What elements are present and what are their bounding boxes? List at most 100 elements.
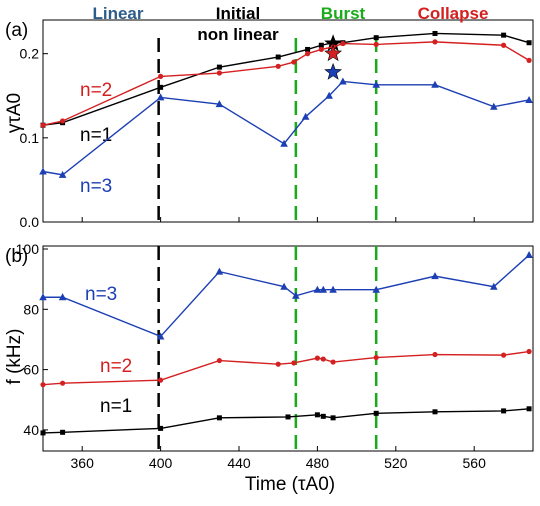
data-point-n=2 [40, 382, 46, 388]
series-line-n=1 [42, 408, 530, 434]
data-point-n=1 [501, 408, 507, 414]
data-point-n=1 [216, 415, 222, 421]
data-point-n=3 [58, 293, 67, 301]
data-point-n=2 [318, 46, 324, 53]
data-point-n=2 [275, 63, 281, 69]
x-tick-label: 360 [71, 455, 95, 471]
data-point-n=2 [373, 41, 379, 48]
data-point-n=3 [372, 80, 380, 88]
data-point-n=2 [432, 39, 438, 45]
data-point-n=2 [60, 380, 66, 386]
data-point-n=1 [60, 429, 66, 435]
data-point-n=2 [60, 118, 66, 124]
data-point-n=2 [330, 359, 336, 365]
data-point-n=2 [340, 40, 346, 47]
x-tick-label: 480 [306, 455, 330, 471]
series-label-n=2: n=2 [100, 356, 132, 377]
data-point-n=1 [501, 32, 507, 38]
y-tick-label: 60 [23, 362, 39, 378]
panel-b-frequency: (b) 40 60 80 100 360 400 440 480 520 560 f (kHz) Tim… [4, 241, 534, 495]
series-label-n=3: n=3 [80, 176, 112, 197]
x-axis-label: Time (τA0) [245, 474, 335, 495]
phase-label-linear: Linear [92, 4, 143, 23]
data-point-n=1 [40, 430, 46, 436]
data-point-n=1 [320, 413, 326, 419]
data-point-n=2 [275, 361, 281, 367]
data-point-n=3 [525, 251, 533, 259]
data-point-n=1 [216, 64, 222, 70]
data-point-n=1 [318, 42, 324, 48]
data-point-n=3 [39, 293, 47, 301]
y-tick-label: 0.0 [20, 214, 40, 230]
data-point-n=1 [526, 40, 532, 46]
data-point-n=2 [373, 354, 379, 361]
data-point-n=2 [158, 73, 164, 79]
phase-label-line2: non linear [197, 25, 279, 44]
data-point-n=1 [373, 35, 379, 41]
data-point-n=1 [330, 415, 336, 421]
y-tick-label: 40 [23, 422, 39, 438]
y-tick-label: 80 [23, 301, 39, 317]
data-point-n=2 [40, 122, 46, 128]
panel-label: (b) [5, 246, 28, 267]
data-point-n=1 [373, 410, 379, 416]
data-point-n=3 [490, 102, 498, 110]
series-label-n=2: n=2 [80, 80, 112, 101]
data-point-n=3 [215, 267, 224, 275]
data-point-n=1 [275, 54, 281, 60]
data-point-n=3 [280, 282, 288, 290]
data-point-n=2 [305, 51, 311, 57]
data-point-n=3 [280, 139, 288, 147]
y-tick-label: 0.1 [20, 130, 40, 146]
data-point-n=3 [325, 91, 333, 99]
data-point-n=3 [39, 167, 47, 175]
data-point-n=1 [285, 414, 291, 420]
data-point-n=3 [431, 272, 439, 280]
x-tick-label: 400 [149, 455, 173, 471]
data-point-n=2 [291, 59, 297, 65]
data-point-n=2 [526, 348, 532, 355]
burst-star-marker-n=2 [324, 44, 343, 62]
data-point-n=1 [432, 30, 438, 36]
y-tick-label: 100 [16, 241, 40, 257]
x-tick-label: 520 [384, 455, 408, 471]
data-point-n=1 [432, 409, 438, 415]
data-point-n=3 [490, 282, 498, 290]
data-point-n=3 [339, 77, 347, 85]
burst-star-marker-n=3 [324, 62, 343, 80]
data-point-n=2 [320, 356, 326, 362]
phase-label-collapse: Collapse [418, 4, 489, 23]
data-point-n=3 [431, 80, 439, 88]
series-label-n=1: n=1 [80, 125, 112, 146]
data-point-n=2 [216, 70, 222, 76]
data-point-n=3 [525, 95, 533, 103]
data-point-n=3 [319, 285, 328, 293]
panel-a-growth-rate: (a) 0.0 0.1 0.2 γτA0 Linear Initial non linear B… [4, 4, 534, 230]
series-label-n=1: n=1 [100, 396, 132, 417]
data-point-n=3 [58, 170, 67, 178]
data-point-n=3 [313, 285, 322, 293]
data-point-n=3 [329, 285, 337, 293]
data-point-n=3 [292, 291, 300, 299]
data-point-n=3 [156, 332, 165, 340]
data-point-n=2 [432, 351, 438, 358]
x-tick-label: 440 [227, 455, 251, 471]
data-point-n=2 [526, 57, 532, 64]
phase-label-initial: Initial [216, 4, 260, 23]
plot-frame [42, 19, 534, 223]
x-tick-label: 560 [463, 455, 487, 471]
panel-label: (a) [5, 20, 28, 41]
data-point-n=2 [216, 357, 222, 364]
data-point-n=2 [314, 355, 320, 361]
data-point-n=1 [158, 84, 164, 90]
data-point-n=3 [215, 100, 224, 108]
data-point-n=1 [305, 46, 311, 52]
data-point-n=1 [526, 406, 532, 412]
data-point-n=1 [158, 425, 164, 431]
phase-label-burst: Burst [321, 4, 366, 23]
y-axis-label: γτA0 [4, 93, 25, 133]
series-line-n=1 [42, 32, 530, 126]
series-line-n=3 [42, 80, 530, 176]
data-point-n=2 [291, 360, 297, 366]
